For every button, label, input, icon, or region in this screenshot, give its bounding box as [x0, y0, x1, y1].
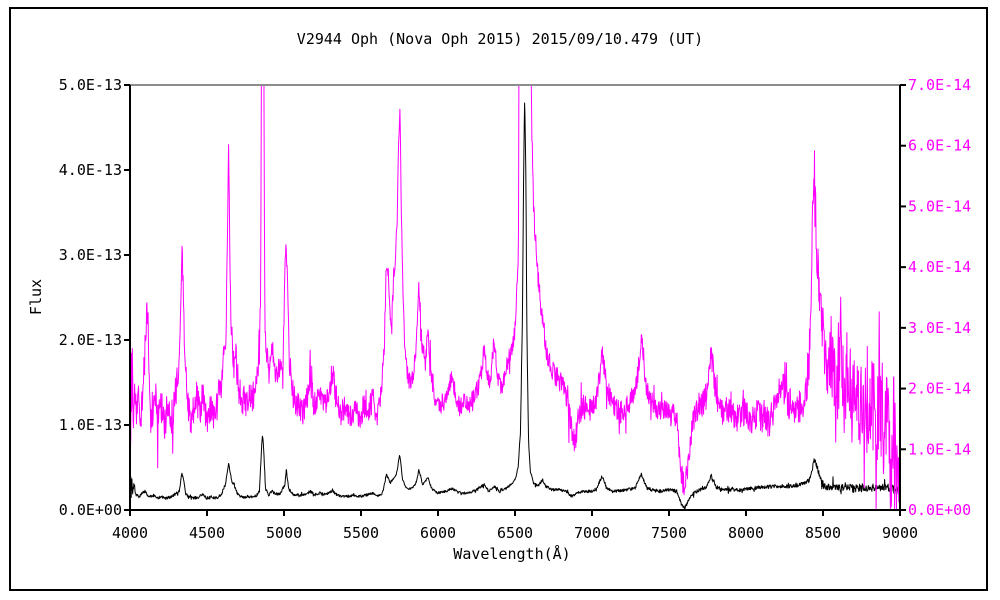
x-tick-label: 6000	[420, 524, 456, 542]
x-tick-label: 4000	[112, 524, 148, 542]
x-tick-label: 8500	[805, 524, 841, 542]
x-tick-label: 9000	[882, 524, 918, 542]
y-left-tick-label: 1.0E-13	[59, 416, 122, 434]
y-right-tick-label: 2.0E-14	[908, 380, 971, 398]
x-tick-label: 8000	[728, 524, 764, 542]
chart-title: V2944 Oph (Nova Oph 2015) 2015/09/10.479…	[296, 30, 704, 48]
y-right-tick-label: 7.0E-14	[908, 76, 971, 94]
x-tick-label: 5500	[343, 524, 379, 542]
x-tick-label: 4500	[189, 524, 225, 542]
flux-spectrum-black-curve	[130, 102, 900, 510]
x-tick-label: 5000	[266, 524, 302, 542]
y-right-tick-label: 4.0E-14	[908, 258, 971, 276]
flux-spectrum-magenta-scaled-curve	[130, 85, 900, 510]
y-left-tick-label: 3.0E-13	[59, 246, 122, 264]
y-left-tick-label: 5.0E-13	[59, 76, 122, 94]
y-right-tick-label: 1.0E-14	[908, 440, 971, 458]
x-tick-label: 6500	[497, 524, 533, 542]
y-right-tick-label: 6.0E-14	[908, 137, 971, 155]
y-left-tick-label: 2.0E-13	[59, 331, 122, 349]
figure-border	[9, 7, 988, 591]
y-left-tick-label: 0.0E+00	[59, 501, 122, 519]
x-tick-label: 7000	[574, 524, 610, 542]
y-right-tick-label: 3.0E-14	[908, 319, 971, 337]
y-right-tick-label: 0.0E+00	[908, 501, 971, 519]
y-left-tick-label: 4.0E-13	[59, 161, 122, 179]
y-right-tick-label: 5.0E-14	[908, 197, 971, 215]
x-tick-label: 7500	[651, 524, 687, 542]
x-axis-label: Wavelength(Å)	[453, 545, 571, 563]
